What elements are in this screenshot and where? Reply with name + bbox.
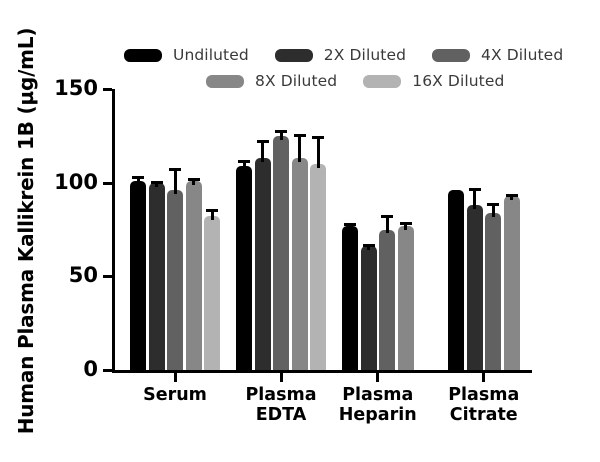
x-axis-tick-label: Plasma Heparin (298, 385, 458, 425)
error-bar-cap (256, 139, 269, 143)
error-bar-cap (344, 222, 356, 226)
y-axis-tick-label: 0 (83, 357, 98, 381)
error-bar-line (242, 160, 246, 170)
bar (148, 182, 165, 370)
error-bar-cap (169, 167, 181, 171)
legend-swatch-icon (274, 48, 313, 62)
legend-item[interactable]: 8X Diluted (206, 72, 337, 90)
x-axis-tick (376, 373, 380, 382)
x-axis-tick-label-line: EDTA (255, 405, 307, 425)
error-bar-cap (187, 177, 200, 181)
x-axis-tick-label-line: Plasma (245, 385, 317, 405)
error-bar-cap (275, 130, 287, 134)
legend-label: 8X Diluted (255, 72, 338, 90)
legend-swatch-icon (124, 48, 162, 62)
bar (360, 246, 377, 370)
x-axis-tick (173, 373, 177, 382)
error-bar-cap (362, 243, 375, 247)
error-bar-line (192, 177, 195, 185)
y-axis-tick (103, 181, 112, 185)
bar (167, 190, 183, 370)
y-axis-tick (103, 88, 112, 91)
legend-label: Undiluted (173, 46, 249, 64)
error-bar-cap (206, 208, 218, 212)
legend-item[interactable]: 16X Diluted (363, 72, 504, 90)
error-bar-line (385, 214, 389, 234)
error-bar-cap (487, 203, 499, 207)
error-bar-cap (468, 188, 481, 192)
error-bar-cap (150, 180, 163, 184)
error-bar-cap (132, 176, 144, 180)
y-axis-tick (103, 369, 112, 372)
bar (379, 229, 395, 370)
error-bar-cap (312, 135, 324, 139)
bar (273, 135, 289, 370)
y-axis-label-container: Human Plasma Kallikrein 1B (µg/mL) (0, 0, 52, 462)
y-axis-line (112, 89, 115, 373)
y-axis-tick-label: 50 (68, 263, 98, 288)
chart-legend: Undiluted 2X Diluted 4X Diluted 8X Diluted… (118, 42, 588, 98)
x-axis-tick-label: Plasma Citrate (404, 385, 564, 425)
y-axis-tick-label: 150 (54, 76, 98, 100)
x-axis-tick (279, 373, 283, 382)
bar (204, 216, 220, 370)
error-bar-line (404, 222, 407, 230)
error-bar-line (316, 135, 320, 168)
legend-label: 16X Diluted (412, 72, 505, 90)
error-bar-line (136, 176, 140, 185)
y-axis-tick-label: 100 (54, 169, 98, 194)
error-bar-line (261, 139, 264, 163)
x-axis-tick-label: Serum (95, 385, 255, 405)
legend-item[interactable]: Undiluted (124, 46, 249, 64)
bar (397, 225, 414, 370)
bar (342, 225, 358, 370)
error-bar-line (298, 133, 301, 163)
x-axis-tick-label-line: Serum (143, 385, 207, 405)
x-axis-tick-label-line: Plasma (448, 385, 520, 405)
error-bar-line (173, 167, 177, 195)
error-bar-cap (293, 133, 306, 137)
bar (291, 158, 308, 370)
error-bar-line (348, 222, 352, 230)
legend-swatch-icon (206, 74, 244, 88)
bar (466, 205, 483, 370)
legend-label: 2X Diluted (323, 46, 407, 64)
legend-item[interactable]: 4X Diluted (432, 46, 563, 64)
legend-swatch-icon (363, 74, 402, 88)
bar (485, 212, 501, 370)
x-axis-tick (482, 373, 486, 382)
error-bar-line (473, 188, 476, 210)
legend-label: 4X Diluted (481, 46, 564, 64)
error-bar-cap (505, 193, 518, 197)
legend-row-2: 8X Diluted 16X Diluted (118, 68, 588, 94)
bar (254, 158, 271, 370)
error-bar-line (210, 208, 214, 221)
x-axis-line (112, 370, 532, 373)
legend-swatch-icon (432, 48, 471, 62)
error-bar-cap (238, 160, 250, 164)
x-axis-tick-label: Plasma EDTA (201, 385, 361, 425)
plot-area: 0 50 100 150 Serum Plasma EDTA Plasma Heparin Pl… (54, 76, 532, 425)
error-bar-line (491, 203, 495, 217)
legend-row-1: Undiluted 2X Diluted 4X Diluted (118, 42, 588, 68)
error-bar-line (367, 243, 370, 251)
y-axis-tick (103, 275, 112, 279)
x-axis-tick-label-line: Plasma (342, 385, 414, 405)
bar (310, 163, 326, 370)
x-axis-tick-label-line: Heparin (338, 405, 417, 425)
error-bar-cap (399, 222, 412, 225)
bar (448, 190, 464, 370)
error-bar-line (279, 130, 283, 140)
bar (130, 180, 146, 370)
x-axis-tick-label-line: Citrate (449, 405, 518, 425)
error-bar-cap (381, 214, 393, 218)
bar (185, 180, 202, 370)
legend-item[interactable]: 2X Diluted (274, 46, 407, 64)
bar (503, 195, 520, 370)
bar (236, 165, 252, 370)
